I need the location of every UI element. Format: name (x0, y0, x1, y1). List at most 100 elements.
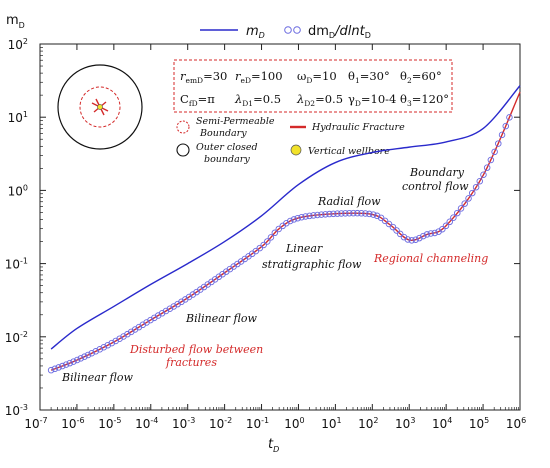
derivative-marker (393, 227, 400, 234)
derivative-marker (450, 214, 457, 221)
semi-permeable-legend-icon (176, 120, 190, 134)
derivative-marker (442, 222, 450, 230)
derivative-marker (498, 131, 506, 139)
x-tick-label: 10-3 (172, 416, 195, 431)
derivative-marker (338, 210, 345, 217)
derivative-marker (381, 217, 389, 225)
axis-ticks (39, 43, 521, 411)
legend-md-label: mD (246, 24, 265, 40)
flow-regime-annotations: Bilinear flow Disturbed flow between fra… (61, 166, 488, 384)
derivative-marker (366, 210, 373, 218)
derivative-marker (408, 237, 415, 244)
wellbore-legend-icon (290, 144, 302, 156)
ann-bilinear-mid: Bilinear flow (185, 312, 258, 325)
series-md-line (50, 85, 521, 350)
x-axis-label: tD (268, 437, 279, 454)
x-tick-label: 10-4 (135, 416, 158, 431)
derivative-marker (318, 211, 325, 218)
y-tick-labels: 10-3 10-2 10-1 100 101 102 (5, 37, 28, 418)
semi-permeable-label-2: Boundary (199, 128, 247, 139)
param-row-2: CfD=π λD1=0.5 λD2=0.5 γD=10-4 θ3=120° (180, 92, 449, 108)
parameter-box: remD=30 reD=100 ωD=10 θ1=30° θ2=60° CfD=… (173, 59, 453, 113)
derivative-marker (483, 164, 491, 171)
x-tick-labels: 10-7 10-6 10-5 10-4 10-3 10-2 10-1 100 101 102 103… (24, 416, 526, 431)
derivative-marker (342, 210, 349, 217)
legend-deriv-swatch (284, 26, 292, 34)
y-tick-label: 102 (8, 37, 28, 52)
ann-radial: Radial flow (317, 195, 381, 208)
ann-linear-2: stratigraphic flow (262, 258, 362, 271)
derivative-marker (446, 218, 453, 226)
wellbore-dot (97, 104, 103, 110)
derivative-marker (370, 211, 377, 218)
derivative-marker (70, 358, 77, 365)
derivative-marker (264, 238, 271, 245)
outer-boundary-legend-icon (176, 143, 190, 157)
derivative-marker (469, 189, 476, 197)
derivative-marker (412, 236, 419, 243)
ann-regional: Regional channeling (373, 252, 488, 265)
x-tick-label: 100 (284, 416, 304, 431)
derivative-marker (385, 220, 393, 228)
derivative-marker (108, 339, 116, 347)
outer-boundary-label-1: Outer closed (196, 142, 258, 153)
series-derivative-markers (47, 114, 513, 374)
ann-boundary-1: Boundary (409, 166, 465, 179)
ann-linear-1: Linear (285, 242, 323, 255)
derivative-marker (306, 212, 313, 220)
derivative-marker (431, 229, 439, 237)
y-tick-label: 10-3 (5, 403, 28, 418)
derivative-marker (81, 353, 88, 360)
derivative-marker (358, 210, 365, 217)
derivative-marker (100, 344, 108, 351)
ann-disturbed-1: Disturbed flow between (129, 343, 263, 356)
derivative-marker (373, 212, 381, 220)
derivative-marker (439, 225, 446, 233)
derivative-marker (314, 211, 321, 219)
derivative-marker (377, 214, 385, 222)
semi-permeable-circle (79, 86, 121, 128)
derivative-marker (454, 209, 461, 217)
x-tick-label: 104 (432, 416, 452, 431)
x-tick-label: 106 (506, 416, 526, 431)
x-tick-label: 101 (321, 416, 341, 431)
parameter-box-border (173, 59, 453, 113)
x-tick-label: 10-1 (246, 416, 269, 431)
derivative-marker (298, 213, 305, 221)
x-tick-label: 10-5 (98, 416, 121, 431)
derivative-marker (286, 217, 294, 225)
derivative-marker (302, 213, 309, 220)
derivative-marker (472, 183, 480, 191)
derivative-marker (260, 241, 267, 249)
x-tick-label: 105 (469, 416, 489, 431)
derivative-marker (502, 122, 510, 130)
derivative-marker (84, 351, 92, 359)
y-tick-label: 10-2 (5, 330, 28, 345)
derivative-marker (416, 234, 423, 242)
x-tick-label: 102 (358, 416, 378, 431)
ann-boundary-2: control flow (402, 180, 469, 193)
semi-permeable-label-1: Semi-Permeable (196, 116, 275, 127)
derivative-marker (47, 366, 55, 374)
wellbore-label: Vertical wellbore (308, 146, 390, 157)
y-tick-label: 101 (8, 110, 28, 125)
outer-boundary-circle (57, 64, 143, 150)
derivative-marker (256, 244, 264, 252)
x-tick-label: 103 (395, 416, 415, 431)
derivative-marker (51, 365, 59, 373)
derivative-marker (326, 210, 333, 218)
legend-deriv-swatch-2 (293, 26, 301, 34)
derivative-marker (88, 350, 95, 357)
derivative-marker (420, 232, 427, 240)
derivative-marker (310, 212, 317, 219)
x-tick-label: 10-6 (61, 416, 84, 431)
derivative-marker (461, 200, 468, 207)
derivative-marker (104, 341, 112, 349)
reservoir-schematic: Semi-Permeable Boundary Hydraulic Fractu… (57, 64, 405, 165)
derivative-marker (487, 156, 495, 164)
derivative-marker (59, 362, 66, 370)
derivative-marker (491, 148, 498, 156)
derivative-marker (77, 355, 85, 362)
derivative-marker (275, 225, 283, 233)
